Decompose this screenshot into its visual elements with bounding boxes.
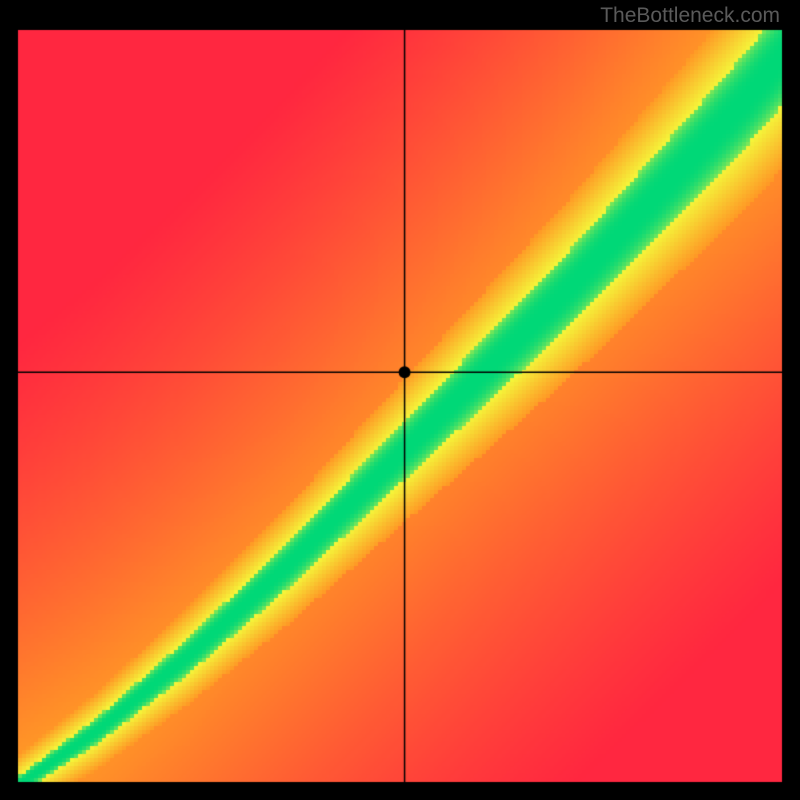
chart-container: TheBottleneck.com (0, 0, 800, 800)
watermark-text: TheBottleneck.com (600, 4, 780, 28)
heatmap-canvas (0, 0, 800, 800)
